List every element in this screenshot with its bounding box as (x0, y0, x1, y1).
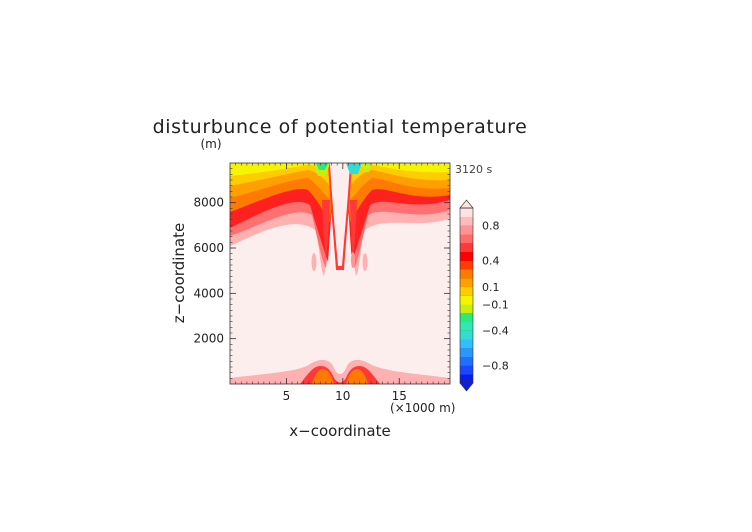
colorbar-bottom-arrow (459, 382, 474, 392)
chart-title: disturbunce of potential temperature (153, 116, 528, 138)
cold-cap-left-core (316, 163, 328, 170)
colorbar-swatch (460, 234, 473, 244)
blob-left (311, 253, 317, 271)
colorbar-swatch (460, 286, 473, 296)
colorbar-top-arrow (459, 199, 474, 209)
colorbar-label: 0.1 (482, 281, 500, 294)
cold-cap-right (362, 163, 372, 172)
x-unit-label: (×1000 m) (390, 401, 455, 415)
time-label: 3120 s (455, 163, 492, 176)
units-label: (m) (200, 137, 221, 151)
colorbar-label: 0.8 (482, 220, 500, 233)
colorbar-swatch (460, 321, 473, 331)
colorbar-frame (459, 207, 474, 384)
x-axis-ticks: 5 10 15 (283, 163, 407, 403)
blob-right-2 (351, 252, 355, 268)
top-band-0 (230, 163, 450, 176)
colorbar (459, 199, 474, 392)
plot-frame (229, 162, 451, 385)
colorbar-swatch (460, 208, 473, 218)
colorbar-swatch (460, 243, 473, 253)
colorbar-swatch (460, 295, 473, 305)
colorbar-swatch (460, 304, 473, 314)
colorbar-swatch (460, 278, 473, 288)
colorbar-swatch (460, 313, 473, 323)
colorbar-swatch (460, 339, 473, 349)
colorbar-swatch (460, 365, 473, 375)
y-tick-label: 8000 (193, 196, 224, 210)
y-tick-label: 6000 (193, 241, 224, 255)
y-axis-ticks: 2000 4000 6000 8000 (193, 196, 450, 346)
x-axis-label: x−coordinate (289, 422, 390, 440)
colorbar-swatch (460, 251, 473, 261)
plume-left (322, 200, 330, 258)
bottom-band-0.2 (312, 369, 368, 384)
x-tick-label: 15 (392, 389, 407, 403)
colorbar-label: −0.4 (482, 325, 509, 338)
central-updraft-core (330, 163, 350, 266)
colorbar-label: −0.8 (482, 360, 509, 373)
y-tick-label: 4000 (193, 286, 224, 300)
colorbar-swatch (460, 348, 473, 358)
y-axis-label: z−coordinate (170, 223, 188, 323)
colorbar-swatch (460, 216, 473, 226)
bottom-band-0.9 (230, 359, 450, 384)
blob-right (362, 253, 368, 271)
colorbar-swatch (460, 225, 473, 235)
plot-area (230, 163, 450, 384)
colorbar-label: −0.1 (482, 298, 509, 311)
colorbar-swatch (460, 356, 473, 366)
x-tick-label: 5 (283, 389, 291, 403)
x-tick-label: 10 (335, 389, 350, 403)
minor-ticks (230, 163, 450, 384)
colorbar-swatch (460, 374, 473, 384)
colorbar-swatch (460, 330, 473, 340)
colorbar-labels: 0.8 0.4 0.1 −0.1 −0.4 −0.8 (482, 220, 509, 373)
colorbar-label: 0.4 (482, 255, 500, 268)
colorbar-swatch (460, 260, 473, 270)
y-tick-label: 2000 (193, 332, 224, 346)
cold-cap-center (346, 163, 362, 174)
plume-right (350, 200, 357, 262)
colorbar-swatch (460, 269, 473, 279)
